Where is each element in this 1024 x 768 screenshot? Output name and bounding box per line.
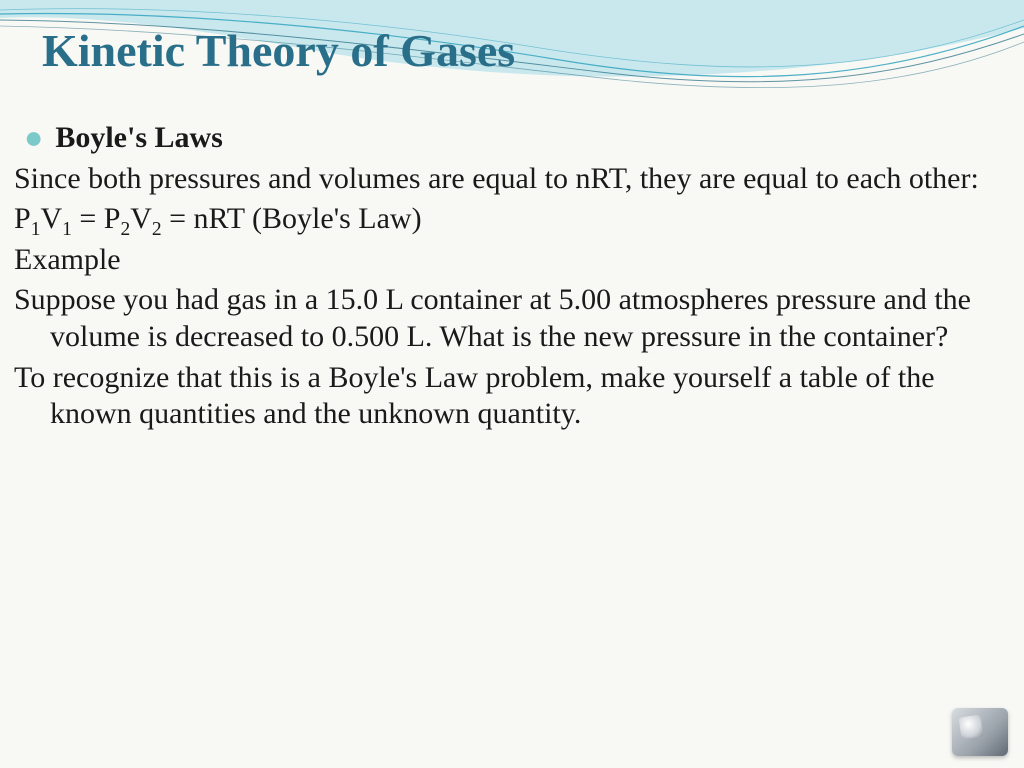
slide-title: Kinetic Theory of Gases [42, 24, 515, 77]
decorative-corner-image [952, 708, 1008, 756]
paragraph-intro: Since both pressures and volumes are equ… [14, 161, 1000, 198]
example-label: Example [14, 242, 1000, 279]
slide-body: ● Boyle's Laws Since both pressures and … [14, 120, 1000, 437]
bullet-item: ● Boyle's Laws [24, 120, 1000, 157]
equation-line: P1V1 = P2V2 = nRT (Boyle's Law) [14, 201, 1000, 238]
bullet-label: Boyle's Laws [55, 120, 223, 157]
paragraph-last: To recognize that this is a Boyle's Law … [14, 360, 1000, 433]
bullet-icon: ● [24, 120, 43, 155]
example-body: Suppose you had gas in a 15.0 L containe… [14, 282, 1000, 355]
